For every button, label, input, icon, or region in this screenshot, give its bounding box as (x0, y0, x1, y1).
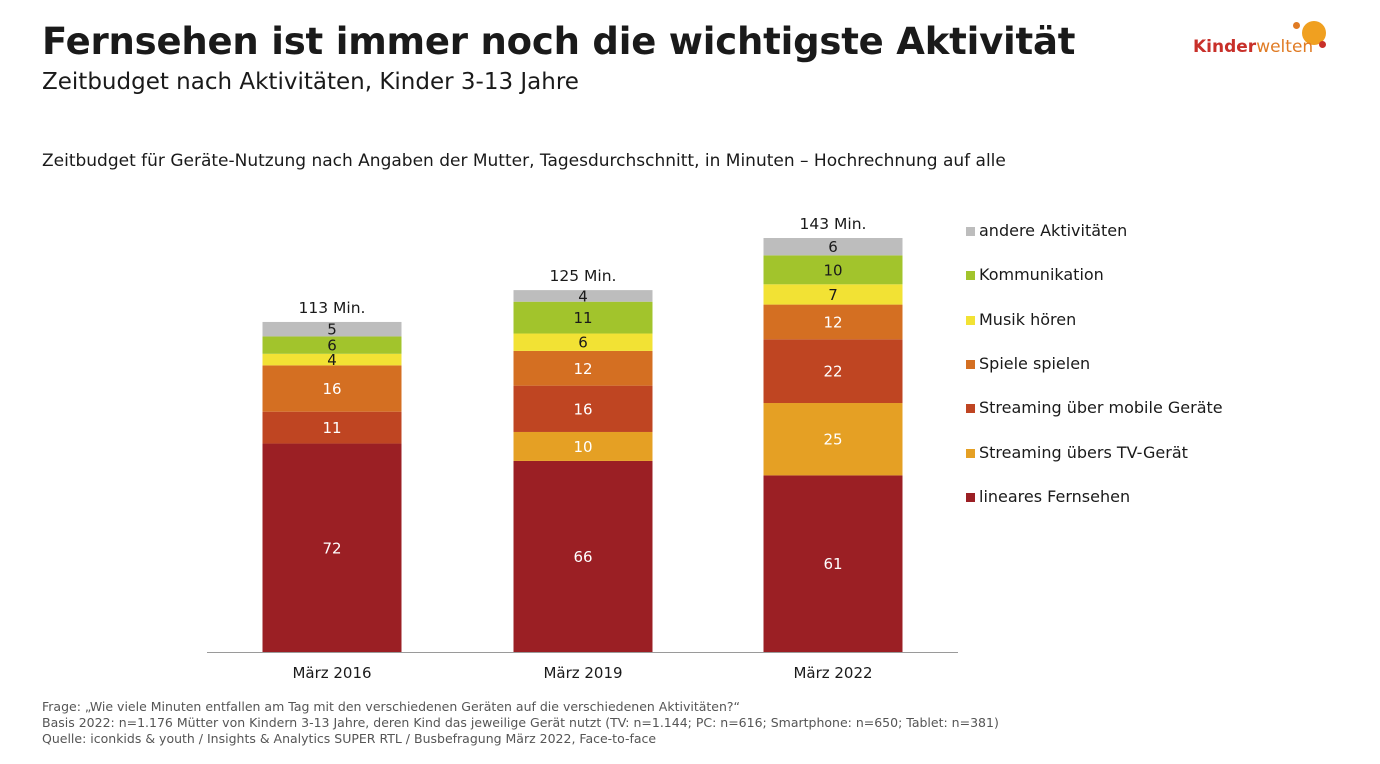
legend-label: Spiele spielen (979, 353, 1091, 373)
data-label: 72 (322, 539, 341, 557)
legend-label: andere Aktivitäten (979, 221, 1128, 240)
data-label: 61 (823, 555, 842, 573)
bar-segment (513, 290, 653, 302)
data-label: 5 (327, 321, 337, 339)
legend-swatch (966, 448, 975, 458)
data-label: 10 (823, 261, 842, 279)
bar-segment (513, 385, 653, 432)
legend-swatch (966, 315, 975, 325)
bar-segment (763, 475, 903, 652)
page-title: Fernsehen ist immer noch die wichtigste … (42, 20, 1076, 63)
data-label: 11 (322, 419, 341, 437)
bar-segment (763, 304, 903, 340)
x-tick-label: März 2022 (793, 664, 872, 682)
bar-segment (513, 301, 653, 334)
bar-segment (262, 365, 402, 412)
bar-segment (763, 255, 903, 285)
data-label: 12 (823, 313, 842, 331)
logo-text-welten: welten (1256, 37, 1314, 57)
data-label: 10 (573, 438, 592, 456)
legend-swatch (966, 227, 975, 236)
logo-dot-small (1293, 22, 1300, 29)
data-label: 11 (573, 309, 592, 327)
bar-segment (262, 443, 402, 652)
logo-dot-red (1319, 41, 1326, 48)
legend-label: Musik hören (979, 309, 1077, 329)
data-label: 7 (828, 286, 838, 304)
data-label: 4 (327, 351, 337, 369)
bar-segment (513, 333, 653, 351)
bar-segment (513, 431, 653, 461)
data-label: 12 (573, 360, 592, 378)
bar-segment (262, 321, 402, 337)
chart-description: Zeitbudget für Geräte-Nutzung nach Angab… (42, 151, 1006, 171)
total-label: 143 Min. (800, 215, 867, 233)
data-label: 6 (578, 334, 588, 352)
footnote-basis: Basis 2022: n=1.176 Mütter von Kindern 3… (42, 715, 999, 730)
logo-text: Kinderwelten (1193, 37, 1313, 57)
bar-segment (262, 353, 402, 366)
data-label: 25 (823, 431, 842, 449)
legend-swatch (966, 359, 975, 369)
legend-swatch (966, 404, 975, 414)
footnote-source: Quelle: iconkids & youth / Insights & An… (42, 731, 657, 746)
x-tick-label: März 2016 (292, 664, 371, 682)
page-subtitle: Zeitbudget nach Aktivitäten, Kinder 3-13… (42, 69, 579, 95)
data-label: 4 (578, 287, 588, 305)
bar-segment (513, 350, 653, 386)
total-label: 125 Min. (550, 267, 617, 285)
bar-segment (262, 336, 402, 354)
data-label: 22 (823, 363, 842, 381)
legend-swatch (966, 271, 975, 281)
kinderwelten-logo: Kinderwelten (1193, 18, 1333, 66)
data-label: 6 (327, 337, 337, 355)
legend-swatch (966, 492, 975, 502)
bar-segment (763, 403, 903, 476)
bar-segment (763, 284, 903, 305)
legend-label: lineares Fernsehen (979, 486, 1131, 506)
logo-text-kinder: Kinder (1193, 37, 1257, 57)
bar-segment (763, 238, 903, 256)
legend-label: Streaming übers TV-Gerät (979, 442, 1188, 462)
data-label: 66 (573, 548, 592, 566)
data-label: 16 (322, 380, 341, 398)
x-tick-label: März 2019 (543, 664, 622, 682)
data-label: 16 (573, 400, 592, 418)
bar-segment (262, 411, 402, 444)
footnote-question: Frage: „Wie viele Minuten entfallen am T… (42, 699, 740, 714)
footnotes: Frage: „Wie viele Minuten entfallen am T… (42, 699, 999, 747)
total-label: 113 Min. (299, 299, 366, 317)
bar-segment (763, 339, 903, 404)
data-label: 6 (828, 238, 838, 256)
legend-label: Kommunikation (979, 265, 1104, 285)
legend-label: Streaming über mobile Geräte (979, 398, 1223, 418)
bar-segment (513, 460, 653, 652)
